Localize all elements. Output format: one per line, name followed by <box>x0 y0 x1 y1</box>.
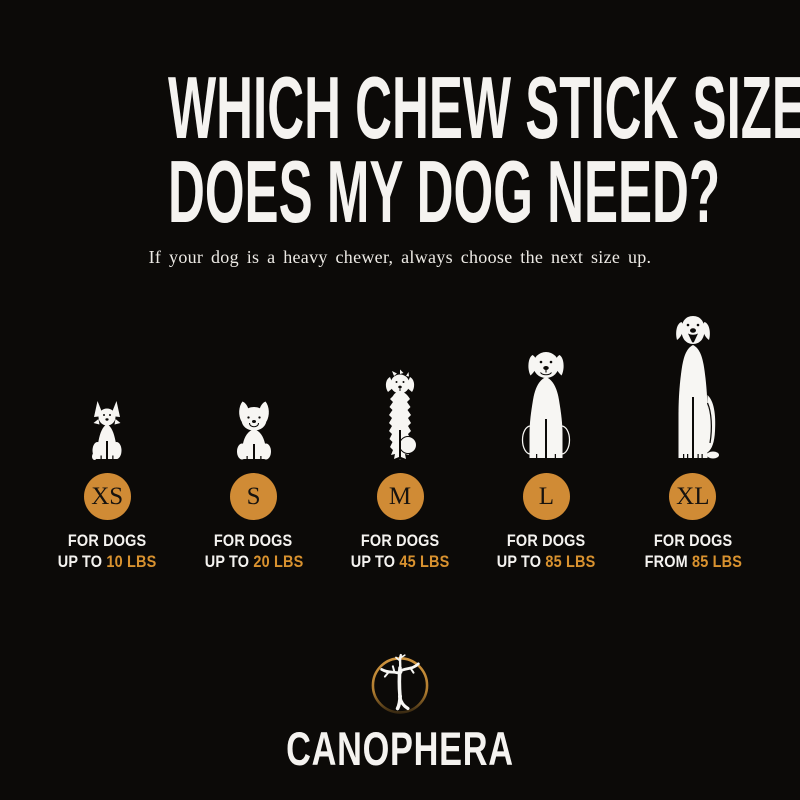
caption-qualifier: UP TO <box>57 552 107 571</box>
size-letter: M <box>388 482 412 510</box>
title-line-2: DOES MY DOG NEED? <box>168 142 721 241</box>
size-column-xl: XL FOR DOGS FROM 85 LBS <box>620 306 766 572</box>
size-letter: S <box>246 482 261 510</box>
caption-for-dogs: FOR DOGS <box>507 531 586 550</box>
size-circle-xs: XS <box>83 473 131 520</box>
yorkshire-terrier-dog-icon <box>92 401 122 460</box>
size-column-m: M FOR DOGS UP TO 45 LBS <box>327 306 473 572</box>
size-column-s: S FOR DOGS UP TO 20 LBS <box>180 306 326 572</box>
caption-weight: UP TO 10 LBS <box>58 551 157 572</box>
dog-illustration-area <box>662 306 724 462</box>
size-circle-l: L <box>522 473 570 520</box>
caption-qualifier: FROM <box>644 552 692 571</box>
size-letter: XL <box>676 482 710 510</box>
caption-weight-value: 85 LBS <box>691 552 742 571</box>
caption-for-dogs: FOR DOGS <box>214 531 293 550</box>
brand-wordmark: CANOPHERA <box>286 722 514 775</box>
gnarled-tree-in-ring-logo-icon <box>371 653 429 714</box>
subtitle: If your dog is a heavy chewer, always ch… <box>148 247 652 267</box>
brand-footer: CANOPHERA <box>0 644 800 772</box>
caption-weight: FROM 85 LBS <box>644 551 741 572</box>
size-letter: L <box>538 482 555 510</box>
caption-for-dogs: FOR DOGS <box>67 531 147 550</box>
dog-illustration-area <box>376 306 424 462</box>
dog-illustration-area <box>517 306 575 462</box>
caption-for-dogs: FOR DOGS <box>360 531 440 550</box>
page-title: WHICH CHEW STICK SIZE DOES MY DOG NEED? <box>0 58 800 241</box>
dog-illustration-area <box>234 306 274 462</box>
caption-for-dogs: FOR DOGS <box>653 531 733 550</box>
dog-illustration-area <box>91 306 123 462</box>
caption-qualifier: UP TO <box>497 552 546 571</box>
caption-weight-value: 20 LBS <box>252 552 303 571</box>
caption-qualifier: UP TO <box>350 552 400 571</box>
caption-qualifier: UP TO <box>204 552 253 571</box>
caption-weight-value: 85 LBS <box>545 552 596 571</box>
caption-weight: UP TO 85 LBS <box>497 551 596 572</box>
french-bulldog-dog-icon <box>236 401 271 460</box>
size-guide-row: XS FOR DOGS UP TO 10 LBS <box>34 306 766 572</box>
caption-weight: UP TO 45 LBS <box>351 551 450 572</box>
size-circle-m: M <box>376 473 424 520</box>
labrador-dog-icon <box>522 352 571 458</box>
size-letter: XS <box>91 482 124 510</box>
caption-weight: UP TO 20 LBS <box>204 551 303 572</box>
size-circle-xl: XL <box>669 473 717 520</box>
size-column-l: L FOR DOGS UP TO 85 LBS <box>473 306 619 572</box>
size-circle-s: S <box>230 473 278 520</box>
shaggy-medium-dog-icon <box>385 369 418 460</box>
title-line-1: WHICH CHEW STICK SIZE <box>168 58 800 157</box>
caption-weight-value: 45 LBS <box>399 552 450 571</box>
size-column-xs: XS FOR DOGS UP TO 10 LBS <box>34 306 180 572</box>
caption-weight-value: 10 LBS <box>106 552 157 571</box>
great-dane-dog-icon <box>675 316 719 459</box>
